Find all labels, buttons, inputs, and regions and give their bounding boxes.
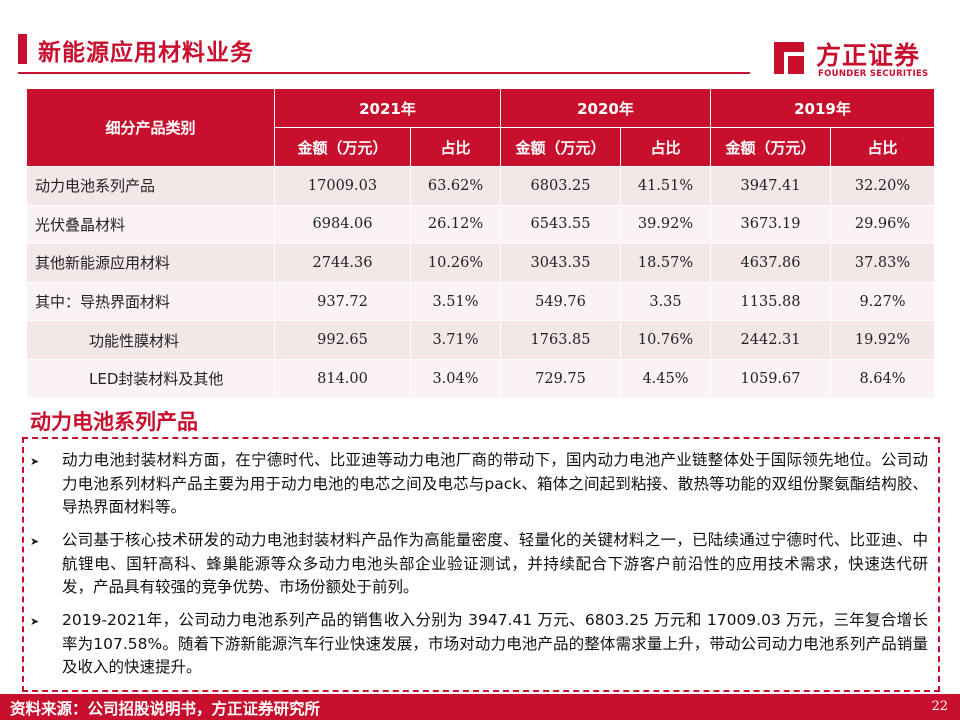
cell-value: 549.76 — [500, 281, 621, 322]
title-underline — [18, 72, 750, 74]
bullet-item: ➤ 动力电池封装材料方面，在宁德时代、比亚迪等动力电池厂商的带动下，国内动力电池… — [30, 449, 928, 520]
revenue-table: 细分产品类别 2021年 2020年 2019年 金额（万元） 占比 金额（万元… — [26, 88, 935, 399]
cell-value: 3.35 — [620, 281, 711, 322]
arrow-right-icon: ➤ — [30, 615, 40, 628]
year-header-2019: 2019年 — [710, 88, 935, 128]
cell-value: 32.20% — [830, 166, 935, 206]
bullet-box: ➤ 动力电池封装材料方面，在宁德时代、比亚迪等动力电池厂商的带动下，国内动力电池… — [22, 437, 940, 692]
share-header: 占比 — [410, 127, 501, 167]
share-header: 占比 — [830, 127, 935, 167]
table-row: 光伏叠晶材料 6984.06 26.12% 6543.55 39.92% 367… — [26, 204, 935, 245]
cell-value: 8.64% — [830, 358, 935, 399]
cell-value: 3.04% — [410, 358, 501, 399]
row-category: LED封装材料及其他 — [26, 358, 275, 399]
cell-value: 41.51% — [620, 166, 711, 206]
title-accent-bar — [18, 34, 27, 64]
founder-logo-icon — [774, 42, 804, 74]
cell-value: 729.75 — [500, 358, 621, 399]
table-subheader-row: 金额（万元） 占比 金额（万元） 占比 金额（万元） 占比 — [27, 127, 935, 167]
cell-value: 3.71% — [410, 320, 501, 360]
cell-value: 3043.35 — [500, 243, 621, 283]
arrow-right-icon: ➤ — [30, 535, 40, 548]
cell-value: 814.00 — [274, 358, 411, 399]
amount-header: 金额（万元） — [500, 127, 621, 167]
cell-value: 3.51% — [410, 281, 501, 322]
cell-value: 6803.25 — [500, 166, 621, 206]
bullet-item: ➤ 公司基于核心技术研发的动力电池封装材料产品作为高能量密度、轻量化的关键材料之… — [30, 529, 928, 600]
table-row: 动力电池系列产品 17009.03 63.62% 6803.25 41.51% … — [26, 166, 935, 206]
bullet-text: 公司基于核心技术研发的动力电池封装材料产品作为高能量密度、轻量化的关键材料之一，… — [62, 531, 928, 597]
page-title: 新能源应用材料业务 — [38, 40, 254, 66]
cell-value: 37.83% — [830, 243, 935, 283]
cell-value: 1763.85 — [500, 320, 621, 360]
amount-header: 金额（万元） — [710, 127, 831, 167]
row-category: 功能性膜材料 — [26, 320, 275, 360]
cell-value: 39.92% — [620, 204, 711, 245]
table-header-row: 细分产品类别 2021年 2020年 2019年 — [26, 88, 935, 167]
cell-value: 19.92% — [830, 320, 935, 360]
cell-value: 63.62% — [410, 166, 501, 206]
cell-value: 9.27% — [830, 281, 935, 322]
table-row: 其中：导热界面材料 937.72 3.51% 549.76 3.35 1135.… — [26, 281, 935, 322]
logo-text-en: FOUNDER SECURITIES — [818, 69, 929, 79]
cell-value: 6543.55 — [500, 204, 621, 245]
table-row: 其他新能源应用材料 2744.36 10.26% 3043.35 18.57% … — [26, 243, 935, 283]
source-note: 资料来源：公司招股说明书，方正证券研究所 — [10, 700, 321, 718]
cell-value: 4637.86 — [710, 243, 831, 283]
bullet-text: 动力电池封装材料方面，在宁德时代、比亚迪等动力电池厂商的带动下，国内动力电池产业… — [62, 451, 928, 517]
page-number: 22 — [931, 699, 948, 714]
bullet-text: 2019-2021年，公司动力电池系列产品的销售收入分别为 3947.41 万元… — [62, 611, 928, 677]
footer-bar: 资料来源：公司招股说明书，方正证券研究所 22 — [0, 694, 960, 720]
row-category: 其中：导热界面材料 — [26, 281, 275, 322]
amount-header: 金额（万元） — [274, 127, 411, 167]
cell-value: 2744.36 — [274, 243, 411, 283]
cell-value: 992.65 — [274, 320, 411, 360]
cell-value: 4.45% — [620, 358, 711, 399]
table-row: 功能性膜材料 992.65 3.71% 1763.85 10.76% 2442.… — [26, 320, 935, 360]
arrow-right-icon: ➤ — [30, 455, 40, 468]
cell-value: 937.72 — [274, 281, 411, 322]
founder-logo: 方正证券 FOUNDER SECURITIES — [768, 36, 943, 84]
cell-value: 26.12% — [410, 204, 501, 245]
cell-value: 6984.06 — [274, 204, 411, 245]
section-title: 动力电池系列产品 — [30, 410, 198, 434]
row-category: 其他新能源应用材料 — [26, 243, 275, 283]
cell-value: 18.57% — [620, 243, 711, 283]
cell-value: 3673.19 — [710, 204, 831, 245]
bullet-item: ➤ 2019-2021年，公司动力电池系列产品的销售收入分别为 3947.41 … — [30, 609, 928, 680]
row-category: 光伏叠晶材料 — [26, 204, 275, 245]
table-row: LED封装材料及其他 814.00 3.04% 729.75 4.45% 105… — [26, 358, 935, 399]
cell-value: 1059.67 — [710, 358, 831, 399]
cell-value: 1135.88 — [710, 281, 831, 322]
cell-value: 10.76% — [620, 320, 711, 360]
cell-value: 2442.31 — [710, 320, 831, 360]
category-header: 细分产品类别 — [26, 88, 275, 167]
cell-value: 17009.03 — [274, 166, 411, 206]
cell-value: 10.26% — [410, 243, 501, 283]
share-header: 占比 — [620, 127, 711, 167]
logo-text-cn: 方正证券 — [816, 41, 921, 70]
year-header-2020: 2020年 — [500, 88, 711, 128]
row-category: 动力电池系列产品 — [26, 166, 275, 206]
year-header-2021: 2021年 — [274, 88, 501, 128]
cell-value: 3947.41 — [710, 166, 831, 206]
cell-value: 29.96% — [830, 204, 935, 245]
